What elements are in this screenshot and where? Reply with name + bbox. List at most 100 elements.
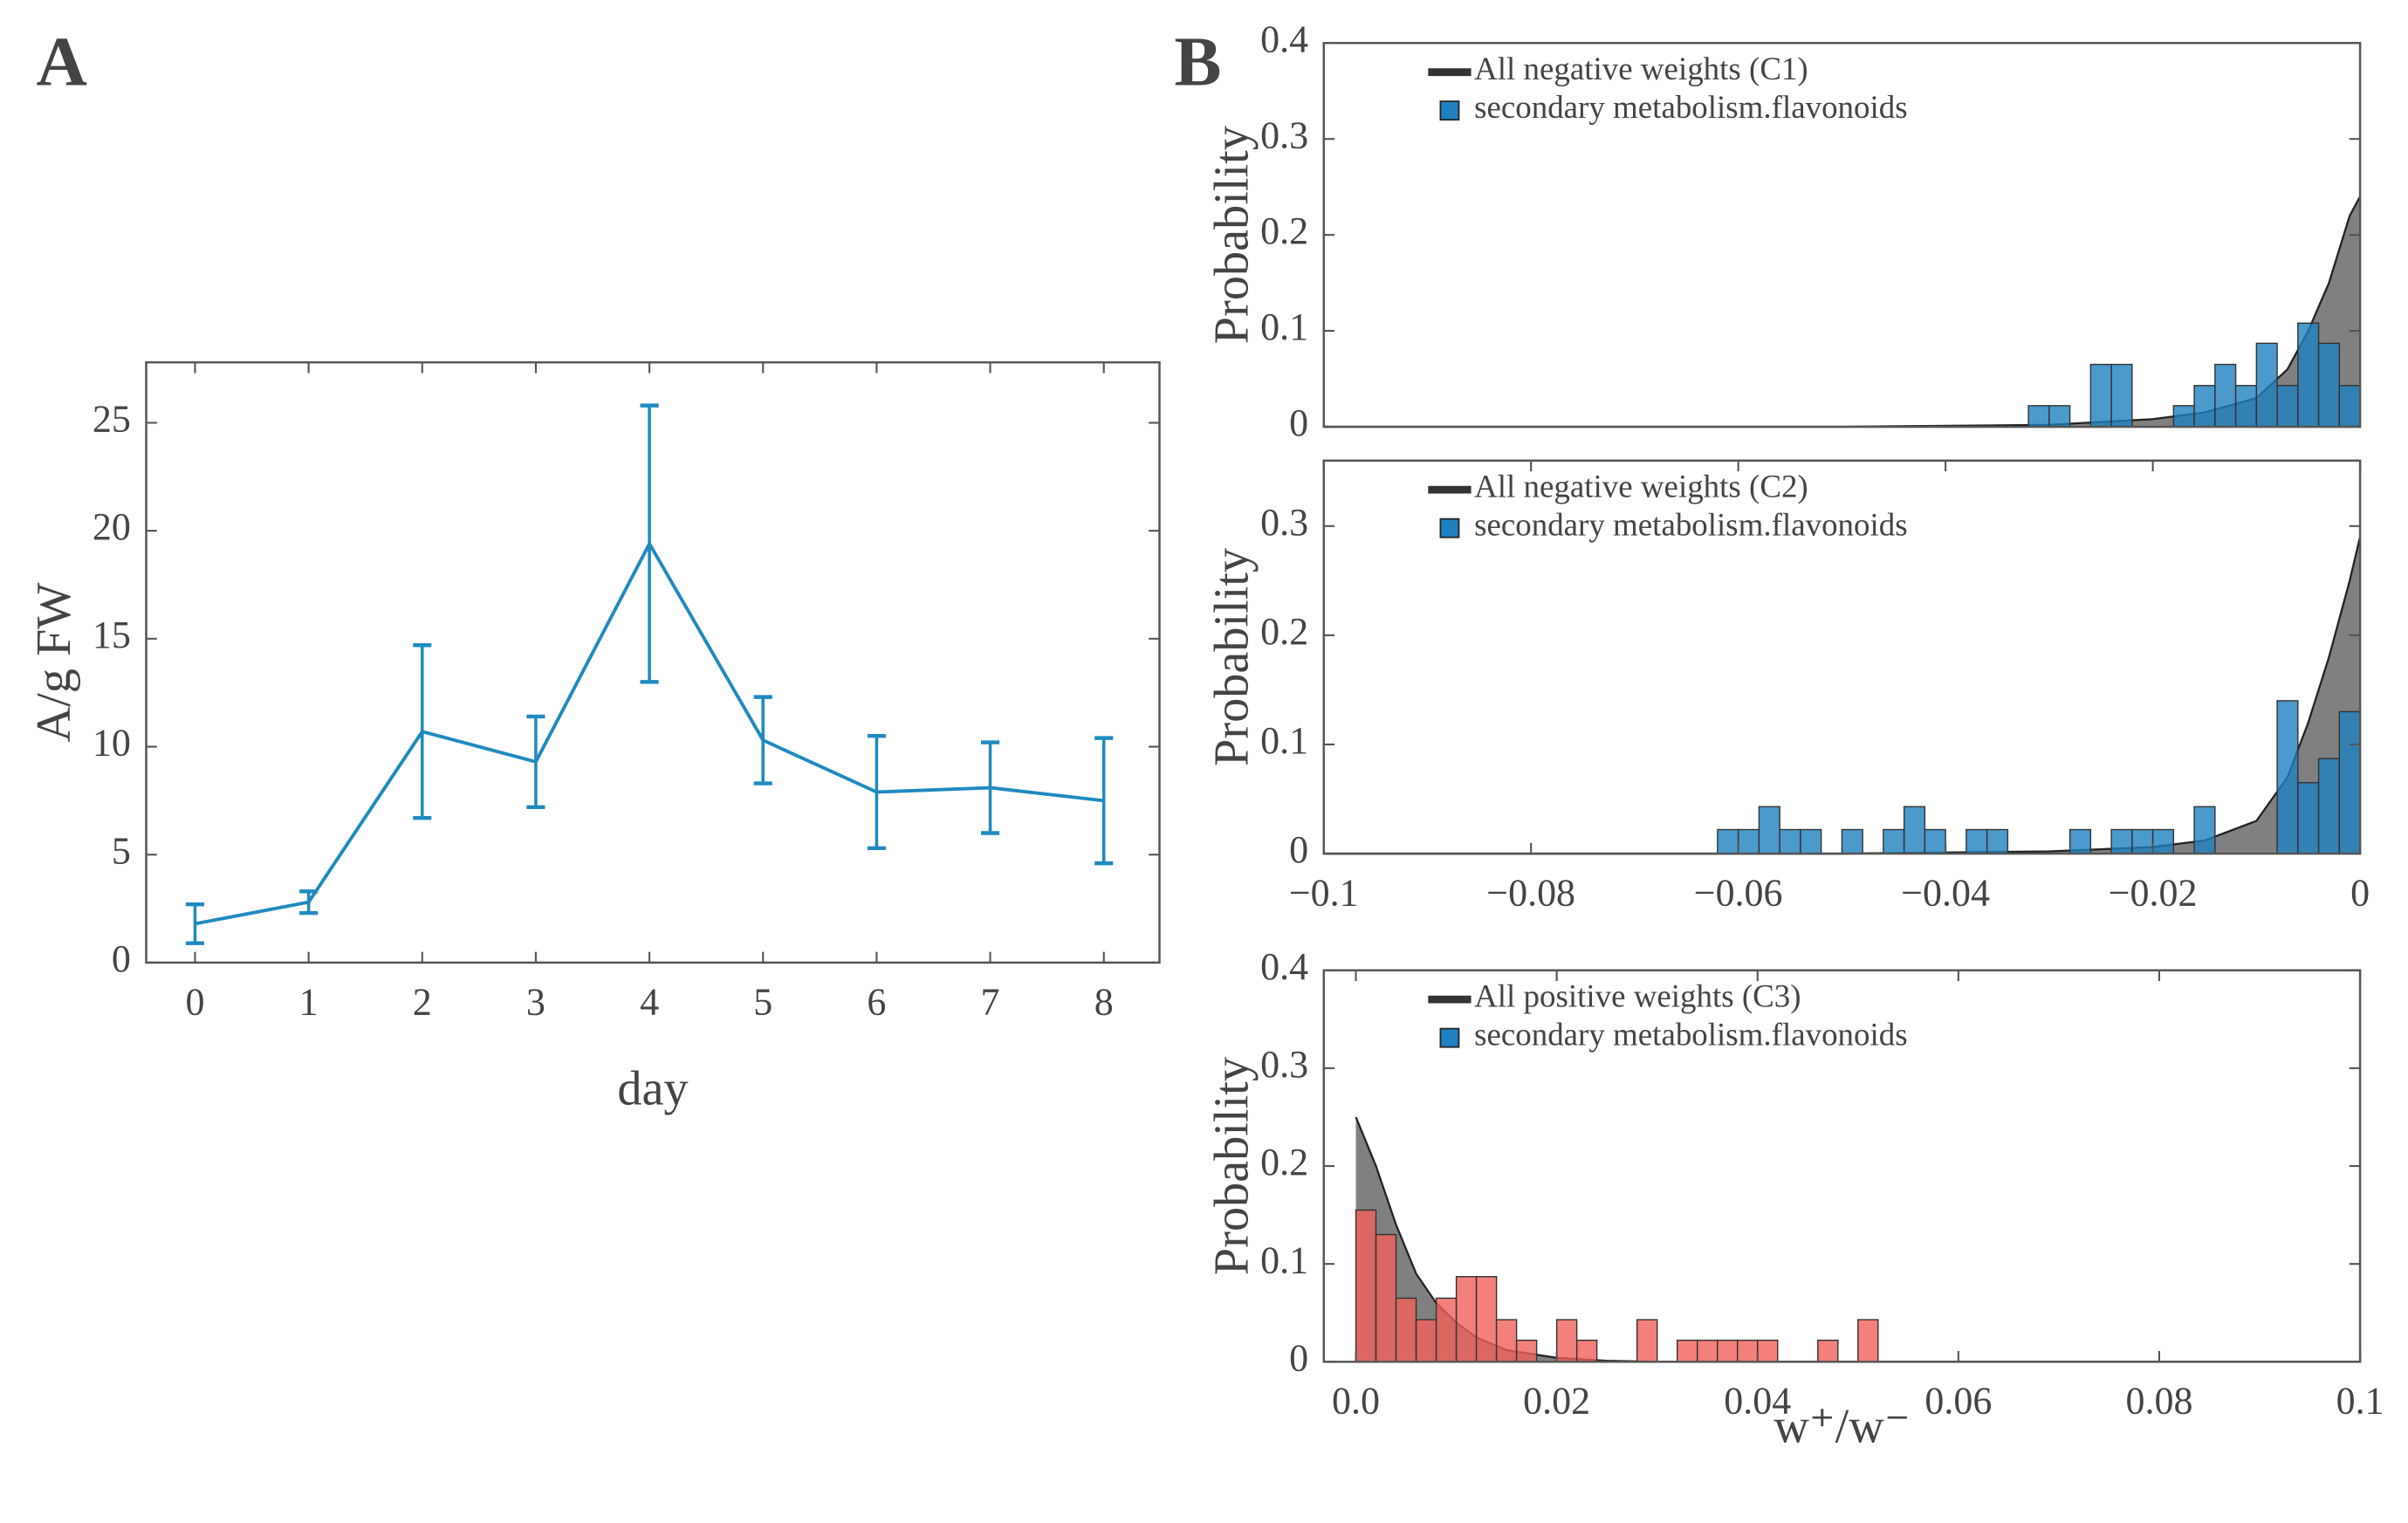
hist-bar [2214,363,2237,428]
legend-swatch [1439,100,1460,121]
y-tick-label: 0.2 [1260,209,1308,252]
hist-bar [2338,710,2361,854]
legend-label: All positive weights (C3) [1474,978,1801,1015]
legend-label: All negative weights (C2) [1474,469,1808,505]
x-tick-label: 0.06 [1924,1380,1992,1423]
hist-bar [2193,806,2216,854]
legend-swatch [1439,1027,1460,1048]
hist-bar [1737,828,1760,854]
hist-bar [1435,1297,1458,1363]
x-tick-label: −0.08 [1486,871,1575,914]
hist-bar [2027,405,2050,428]
y-tick-label: 0.3 [1260,501,1308,544]
x-tick-label: −0.04 [1901,871,1990,914]
legend-label: secondary metabolism.flavonoids [1474,1017,1907,1053]
data-line [195,539,1104,926]
y-tick-label: 0.1 [1260,1238,1308,1281]
x-tick-label: 0.08 [2125,1380,2192,1423]
y-tick-label: 0 [1289,1336,1308,1379]
hist-bar [1986,828,2009,854]
hist-bar [2068,828,2092,854]
hist-bar [1966,828,1988,854]
plot-frame-top [1322,459,2362,855]
y-tick-label: 15 [93,614,131,656]
hist-bar [2276,385,2299,428]
y-axis-label: Probability [1204,126,1259,344]
density-area [1323,537,2361,854]
hist-bar [2172,405,2195,428]
panel-label: A [37,23,87,101]
hist-bar [1800,828,1822,854]
x-tick-label: 7 [981,980,1000,1023]
hist-bar [1717,1339,1739,1363]
hist-bar [1375,1233,1397,1363]
x-tick-label: −0.1 [1289,871,1359,914]
hist-bar [1415,1319,1437,1363]
hist-bar [1355,1209,1377,1363]
y-tick-label: 0.1 [1260,305,1308,348]
hist-bar [1857,1319,1879,1363]
x-tick-label: −0.02 [2109,871,2198,914]
legend-label: secondary metabolism.flavonoids [1474,507,1907,543]
x-tick-label: −0.06 [1694,871,1783,914]
hist-bar [1697,1339,1719,1363]
x-axis-label: w⁺/w⁻ [1773,1399,1910,1453]
hist-bar [1495,1319,1518,1363]
y-tick-label: 10 [93,722,131,765]
hist-bar [2151,828,2175,854]
x-tick-label: 2 [413,980,432,1023]
y-tick-label: 0 [1289,828,1308,871]
x-tick-label: 5 [753,980,772,1023]
legend-label: All negative weights (C1) [1474,51,1808,87]
y-tick-label: 0.4 [1260,945,1308,988]
hist-bar [2110,363,2133,428]
x-tick-label: 0.04 [1724,1380,1791,1423]
hist-bar [1455,1276,1478,1363]
x-tick-label: 0.0 [1332,1380,1380,1423]
x-axis-label: day [617,1061,688,1115]
hist-bar [2317,758,2341,854]
x-tick-label: 4 [640,980,659,1023]
y-axis-label: Probability [1204,1057,1259,1275]
hist-bar [1779,828,1801,854]
hist-bar [1555,1319,1578,1363]
y-axis-label: Probability [1204,548,1259,766]
x-tick-label: 0 [185,980,204,1023]
x-tick-label: 0.02 [1523,1380,1590,1423]
hist-bar [1636,1319,1658,1363]
plot-frame [145,360,1161,964]
hist-bar [2234,385,2258,428]
hist-bar [1676,1339,1698,1363]
hist-bar [2110,828,2133,854]
y-tick-label: 5 [112,829,131,872]
legend-label: secondary metabolism.flavonoids [1474,89,1907,125]
x-tick-label: 3 [526,980,545,1023]
hist-bar [1475,1276,1498,1363]
hist-bar [1883,828,1905,854]
legend-swatch [1439,518,1460,539]
hist-bar [2317,342,2341,428]
hist-bar [2338,385,2361,428]
hist-bar [2297,782,2320,854]
y-tick-label: 0 [1289,401,1308,444]
y-axis-label: A/g FW [27,582,81,743]
y-tick-label: 0.1 [1260,719,1308,762]
y-tick-label: 0.3 [1260,1043,1308,1086]
x-tick-label: 6 [867,980,886,1023]
plot-frame [1322,459,2362,855]
hist-bar [1903,806,1926,854]
hist-bar [2276,700,2299,854]
hist-bar [1924,828,1946,854]
hist-bar [1757,1339,1779,1363]
hist-bar [1395,1297,1417,1363]
hist-bar [1515,1339,1538,1363]
y-tick-label: 0.2 [1260,1141,1308,1183]
hist-bar [1841,828,1863,854]
x-tick-label: 8 [1094,980,1114,1023]
hist-bar [1575,1339,1598,1363]
y-tick-label: 0.4 [1260,17,1308,60]
plot-frame-top [145,360,1161,964]
y-tick-label: 0.3 [1260,113,1308,156]
hist-bar [1717,828,1739,854]
